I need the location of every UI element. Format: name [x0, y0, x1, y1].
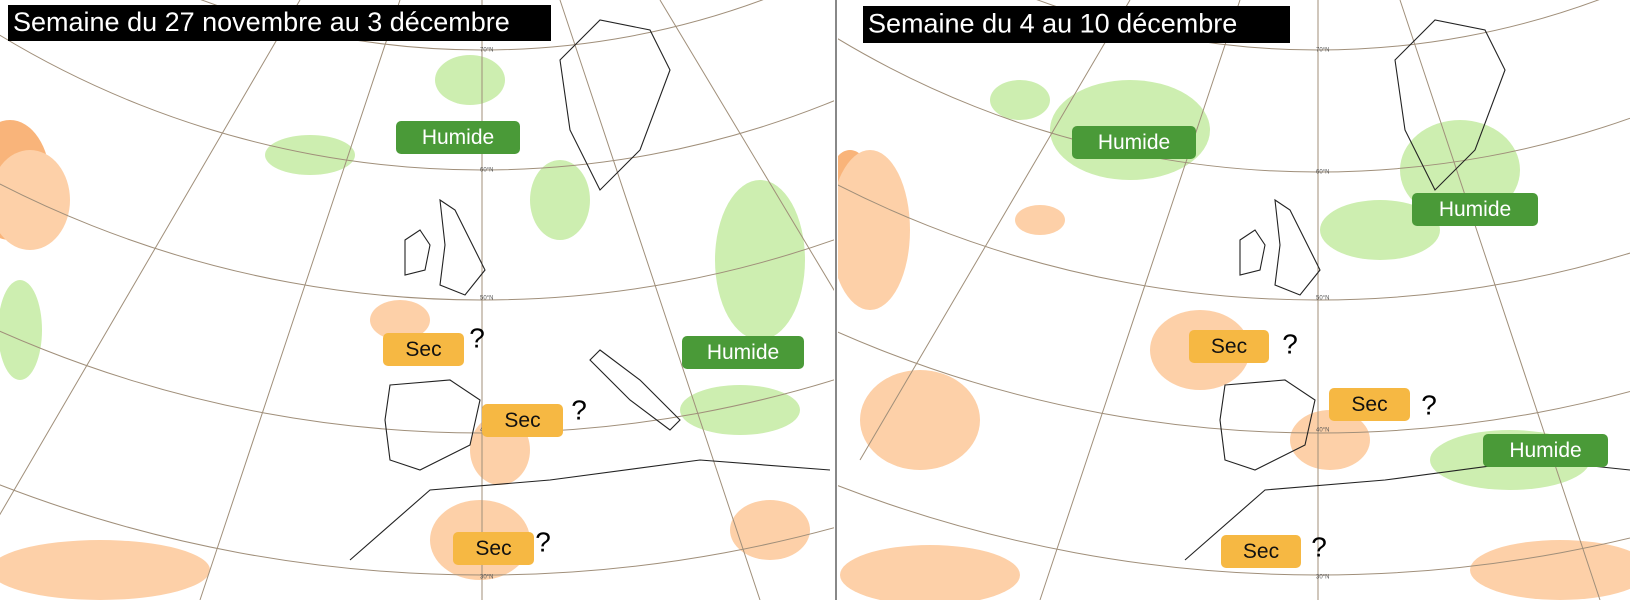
- question-mark: ?: [1311, 531, 1327, 562]
- sec-label: Sec: [1351, 393, 1387, 416]
- sec-box: [383, 333, 464, 366]
- sec-box: [1329, 388, 1410, 421]
- question-mark: ?: [1421, 389, 1437, 420]
- sec-label: Sec: [475, 537, 511, 560]
- title-box: [8, 5, 551, 41]
- latitude-label: 40°N: [1316, 428, 1329, 434]
- sec-label: Sec: [1211, 335, 1247, 358]
- latitude-label: 70°N: [1316, 48, 1329, 54]
- sec-box: [453, 532, 534, 565]
- latitude-label: 60°N: [480, 168, 493, 174]
- latitude-label: 50°N: [480, 296, 493, 302]
- humide-label: Humide: [1439, 198, 1511, 221]
- humide-box: [682, 336, 804, 369]
- sec-box: [482, 404, 563, 437]
- sec-box: [1189, 330, 1269, 363]
- panel-title: Semaine du 27 novembre au 3 décembre: [13, 7, 510, 37]
- humide-label: Humide: [707, 341, 779, 364]
- latitude-label: 50°N: [1316, 296, 1329, 302]
- humide-label: Humide: [1098, 131, 1170, 154]
- humide-box: [1412, 193, 1538, 226]
- humide-label: Humide: [1509, 439, 1581, 462]
- question-mark: ?: [1282, 328, 1298, 359]
- title-box: [863, 6, 1290, 43]
- humide-box: [1483, 434, 1608, 467]
- question-mark: ?: [535, 526, 551, 557]
- latitude-label: 30°N: [480, 575, 493, 581]
- latitude-label: 70°N: [480, 48, 493, 54]
- humide-label: Humide: [422, 126, 494, 149]
- question-mark: ?: [571, 394, 587, 425]
- latitude-label: 30°N: [1316, 575, 1329, 581]
- panel-title: Semaine du 4 au 10 décembre: [868, 9, 1237, 39]
- sec-label: Sec: [1243, 540, 1279, 563]
- latitude-label: 60°N: [1316, 170, 1329, 176]
- coastlines: [349, 19, 831, 561]
- sec-box: [1221, 535, 1301, 568]
- humide-box: [1072, 126, 1196, 159]
- question-mark: ?: [469, 322, 485, 353]
- sec-label: Sec: [405, 338, 441, 361]
- sec-label: Sec: [504, 409, 540, 432]
- humide-box: [396, 121, 520, 154]
- annotations: 70°N 60°N 50°N 40°N 30°N Semaine du 27 novemb…: [8, 5, 1608, 581]
